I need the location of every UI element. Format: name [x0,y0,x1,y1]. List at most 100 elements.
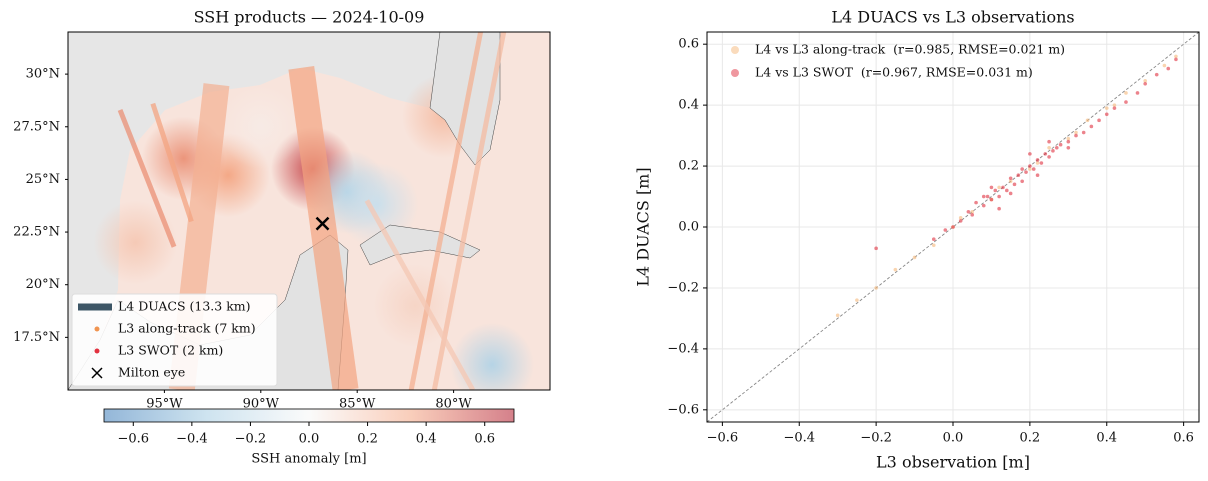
legend-label: L4 DUACS (13.3 km) [118,299,251,314]
x-tick-label: 0.6 [1173,431,1194,446]
scatter-point [997,185,1001,190]
legend-box [71,293,278,387]
scatter-point [1001,185,1005,190]
cuba-land [359,224,481,266]
legend-marker [731,46,739,54]
scatter-point [1012,182,1017,187]
swot-swath [288,66,359,390]
scatter-point [958,219,963,223]
scatter-point [1143,81,1147,86]
colorbar-tick-label: −0.6 [117,432,149,447]
along-track [364,199,476,390]
scatter-point [874,286,878,290]
scatter-point [1039,161,1044,165]
scatter-point [835,313,840,318]
x-tick-label: −0.6 [707,431,739,446]
scatter-point [1028,152,1032,156]
scatter-point [1051,149,1055,153]
scatter-point [1054,145,1059,150]
colorbar-tick-label: 0.2 [357,432,378,447]
scatter-point [1047,155,1051,159]
x-tick-label: 0.2 [1020,431,1041,446]
y-tick-label: −0.4 [667,341,699,356]
scatter-point [1035,161,1040,165]
y-tick-label: 0.0 [678,220,699,235]
scatter-point [1162,63,1167,68]
scatter-point [1043,152,1048,156]
scatter-overlay: −0.6 −0.4 −0.2 0.0 0.2 0.4 0.6 −0.6 −0.4 −0.2 0.0 0… [634,37,1194,472]
scatter-point [951,225,955,229]
colorbar-tick-label: −0.2 [235,432,267,447]
colorbar-label: SSH anomaly [m] [251,452,366,467]
scatter-point [893,267,898,272]
scatter-point [1066,139,1071,144]
scatter-point [1097,118,1101,123]
x-tick-label: 85°W [339,397,376,412]
along-track [117,109,177,248]
along-track [408,32,484,390]
scatter-point [997,206,1001,211]
legend-marker [731,69,739,77]
scatter-point [1031,167,1036,171]
along-track [150,102,194,223]
scatter-point [1020,167,1024,171]
scatter-point [1166,66,1171,71]
scatter-point [1047,139,1051,144]
map-overlay: 17.5°N 20°N 22.5°N 25°N 27.5°N 30°N 95°W 90°W 85… [13,67,515,467]
scatter-point [1154,72,1159,77]
scatter-point [1035,173,1040,178]
scatter-point [974,200,978,205]
scatter-point [1074,130,1078,135]
scatter-point [1081,130,1086,135]
x-tick-label: 0.4 [1096,431,1117,446]
scatter-point [1104,112,1109,117]
legend-marker [94,348,100,354]
scatter-point [1008,179,1013,184]
ssh-anomaly [450,322,535,390]
scatter-point [993,188,998,193]
scatter-point [1124,100,1128,104]
scatter-point [1020,179,1024,184]
scatter-point [1124,91,1128,95]
y-tick-label: −0.6 [667,402,699,417]
scatter-point [1135,91,1140,95]
ssh-anomaly [334,162,419,247]
scatter-point [1112,106,1117,110]
x-axis-label: L3 observation [m] [876,453,1030,472]
colorbar-tick-label: 0.0 [299,432,320,447]
colorbar [104,409,514,422]
y-tick-label: 27.5°N [13,119,60,134]
ssh-anomaly [218,84,303,169]
scatter-point [1028,167,1032,171]
legend-label: Milton eye [118,365,185,380]
scatter-point [1008,191,1013,196]
scatter-point [1074,133,1078,138]
along-track [431,32,507,390]
y-tick-label: 30°N [26,67,60,82]
scatter-point [1174,54,1178,59]
y-tick-label: −0.2 [667,280,699,295]
scatter-point [1024,170,1028,174]
scatter-area [707,32,1199,422]
map-frame [67,31,551,391]
y-axis-label: L4 DUACS [m] [634,167,653,286]
x-tick-label: −0.4 [783,431,815,446]
scatter-point [985,194,990,199]
x-tick-label: 80°W [435,397,472,412]
scatter-point [1066,145,1071,150]
scatter-point [1174,57,1178,62]
legend-marker [91,367,103,379]
scatter-point [981,194,986,199]
y-tick-label: 0.2 [678,159,699,174]
y-tick-label: 22.5°N [13,225,60,240]
map-title: SSH products — 2024-10-09 [194,8,425,27]
scatter-point [874,246,878,251]
y-tick-label: 25°N [26,172,60,187]
scatter-point [1066,136,1071,141]
scatter-point [855,298,859,302]
scatter-point [989,197,994,202]
scatter-point [931,243,936,248]
scatter-point [931,237,936,241]
